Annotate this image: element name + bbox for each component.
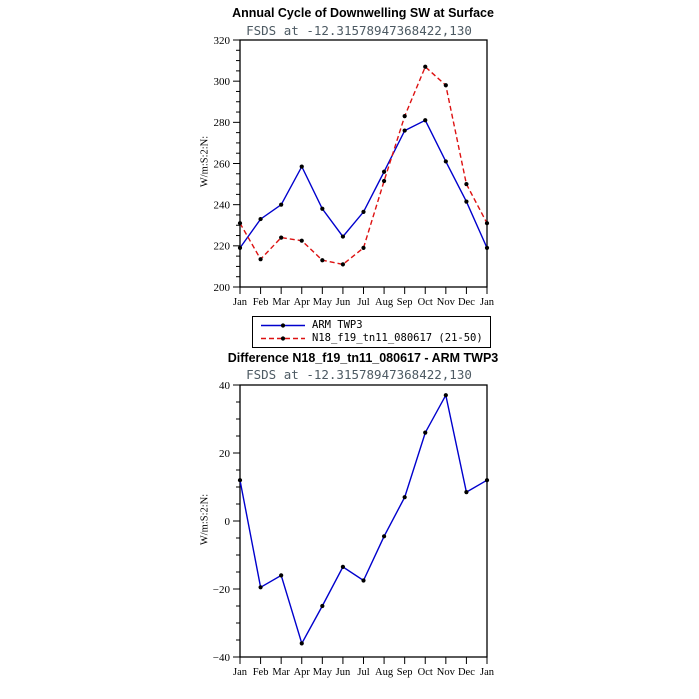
svg-text:May: May xyxy=(313,297,333,308)
legend: ARM TWP3 N18_f19_tn11_080617 (21-50) xyxy=(252,316,491,348)
svg-text:Apr: Apr xyxy=(294,297,311,308)
svg-text:20: 20 xyxy=(219,448,231,460)
legend-label-n18: N18_f19_tn11_080617 (21-50) xyxy=(312,332,483,344)
svg-text:280: 280 xyxy=(214,117,231,129)
svg-text:Feb: Feb xyxy=(253,297,269,308)
svg-text:Sep: Sep xyxy=(397,667,413,678)
legend-line-sample-blue xyxy=(261,322,305,328)
svg-text:Aug: Aug xyxy=(375,297,394,308)
svg-text:260: 260 xyxy=(214,158,231,170)
svg-text:Mar: Mar xyxy=(272,297,290,308)
svg-text:Nov: Nov xyxy=(437,297,456,308)
svg-text:Nov: Nov xyxy=(437,667,456,678)
svg-text:Dec: Dec xyxy=(458,297,475,308)
bottom-chart-subtitle: FSDS at -12.31578947368422,130 xyxy=(246,367,472,382)
svg-text:−40: −40 xyxy=(213,652,231,664)
svg-text:Jan: Jan xyxy=(233,297,248,308)
svg-text:Jun: Jun xyxy=(336,297,351,308)
top-plot-area: 200 220 240 260 280 300 320 Jan Feb Mar Apr May Jun J… xyxy=(214,35,495,308)
svg-text:300: 300 xyxy=(214,76,231,88)
svg-text:Jul: Jul xyxy=(357,297,369,308)
legend-item-n18: N18_f19_tn11_080617 (21-50) xyxy=(260,332,483,344)
svg-text:Aug: Aug xyxy=(375,667,394,678)
svg-text:200: 200 xyxy=(214,282,231,294)
svg-text:Jun: Jun xyxy=(336,667,351,678)
svg-text:40: 40 xyxy=(219,380,231,392)
legend-line-sample-red xyxy=(261,335,305,341)
svg-text:240: 240 xyxy=(214,199,231,211)
svg-text:Dec: Dec xyxy=(458,667,475,678)
svg-text:320: 320 xyxy=(214,35,231,47)
svg-text:Apr: Apr xyxy=(294,667,311,678)
svg-text:Feb: Feb xyxy=(253,667,269,678)
top-chart-title: Annual Cycle of Downwelling SW at Surfac… xyxy=(232,6,494,20)
svg-text:Sep: Sep xyxy=(397,297,413,308)
svg-text:Jan: Jan xyxy=(480,297,495,308)
svg-text:Jan: Jan xyxy=(233,667,248,678)
svg-text:May: May xyxy=(313,667,333,678)
svg-text:−20: −20 xyxy=(213,584,231,596)
svg-text:Jul: Jul xyxy=(357,667,369,678)
top-chart-subtitle: FSDS at -12.31578947368422,130 xyxy=(246,23,472,38)
svg-text:Oct: Oct xyxy=(418,297,433,308)
bottom-chart-title: Difference N18_f19_tn11_080617 - ARM TWP… xyxy=(227,351,499,365)
svg-text:0: 0 xyxy=(225,516,231,528)
svg-text:Mar: Mar xyxy=(272,667,290,678)
svg-text:Oct: Oct xyxy=(418,667,433,678)
svg-text:Jan: Jan xyxy=(480,667,495,678)
svg-text:220: 220 xyxy=(214,241,231,253)
difference-plot-area: −40 −20 0 20 40 Jan Feb Mar Apr May Jun Jul Aug Sep Oc… xyxy=(213,380,495,678)
legend-item-arm-twp3: ARM TWP3 xyxy=(260,319,483,331)
legend-label-arm-twp3: ARM TWP3 xyxy=(312,319,363,331)
